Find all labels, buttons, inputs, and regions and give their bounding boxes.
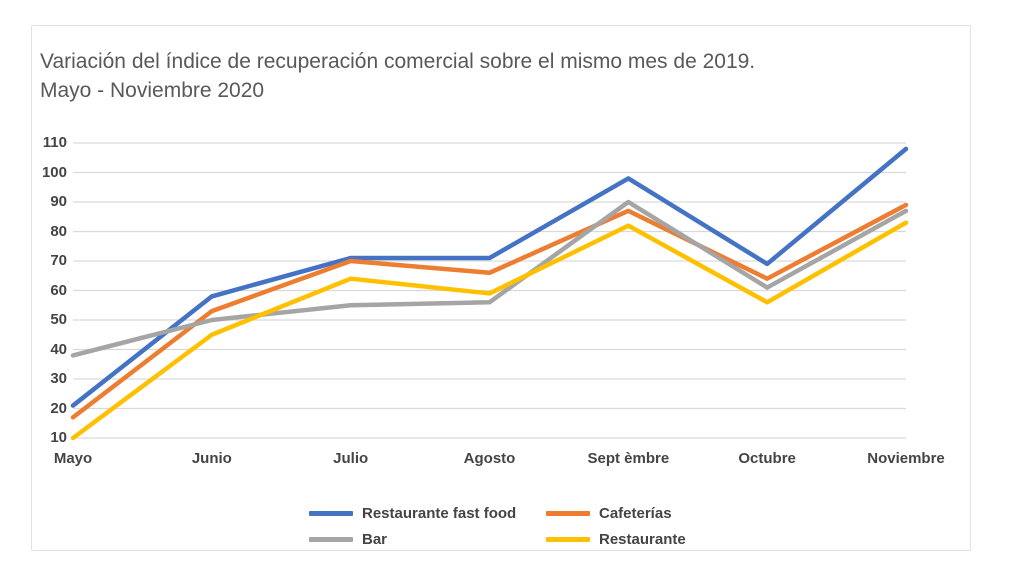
chart-title-line-2: Mayo - Noviembre 2020 — [40, 79, 265, 102]
legend-item-restaurante-fast-food: Restaurante fast food — [309, 503, 516, 523]
y-tick-label-10: 10 — [50, 429, 67, 446]
x-tick-label-junio: Junio — [191, 450, 232, 467]
y-tick-label-110: 110 — [42, 134, 67, 151]
legend-swatch-restaurante-fast-food — [309, 510, 353, 516]
legend-item-cafeterias: Cafeterías — [546, 503, 672, 523]
x-tick-label-agosto: Agosto — [463, 450, 516, 467]
chart-title: Variación del índice de recuperación com… — [40, 47, 960, 105]
series-line-bar — [70, 199, 909, 358]
legend-swatch-restaurante — [546, 536, 590, 542]
x-tick-label-octubre: Octubre — [738, 450, 796, 467]
y-tick-label-50: 50 — [50, 311, 67, 328]
legend-swatch-bar — [309, 536, 353, 542]
y-tick-label-80: 80 — [50, 222, 67, 240]
legend-label-restaurante: Restaurante — [599, 530, 686, 548]
legend-item-restaurante: Restaurante — [546, 529, 686, 549]
y-tick-label-20: 20 — [50, 399, 67, 417]
x-tick-label-julio: Julio — [333, 450, 369, 467]
chart-title-line-1: Variación del índice de recuperación com… — [40, 50, 756, 73]
x-tick-label-sept-embre: Sept èmbre — [587, 450, 670, 467]
legend-label-restaurante-fast-food: Restaurante fast food — [362, 504, 517, 522]
y-tick-label-60: 60 — [50, 281, 67, 299]
chart-frame: Variación del índice de recuperación com… — [31, 25, 971, 551]
legend-label-bar: Bar — [362, 530, 388, 548]
legend-swatch-cafeterias — [546, 510, 590, 516]
x-tick-label-noviembre: Noviembre — [867, 450, 945, 467]
plot-area — [70, 142, 909, 441]
y-tick-label-90: 90 — [50, 193, 67, 210]
series-line-restaurante-fast-food — [70, 146, 909, 408]
x-tick-label-mayo: Mayo — [53, 450, 93, 467]
legend-item-bar: Bar — [309, 529, 387, 549]
y-tick-label-30: 30 — [50, 370, 67, 387]
series-line-restaurante — [70, 220, 909, 441]
y-tick-label-70: 70 — [50, 252, 67, 269]
y-tick-label-100: 100 — [41, 163, 67, 181]
legend-label-cafeterias: Cafeterías — [599, 504, 672, 522]
series-line-cafeterias — [70, 202, 909, 420]
y-tick-label-40: 40 — [50, 340, 67, 358]
